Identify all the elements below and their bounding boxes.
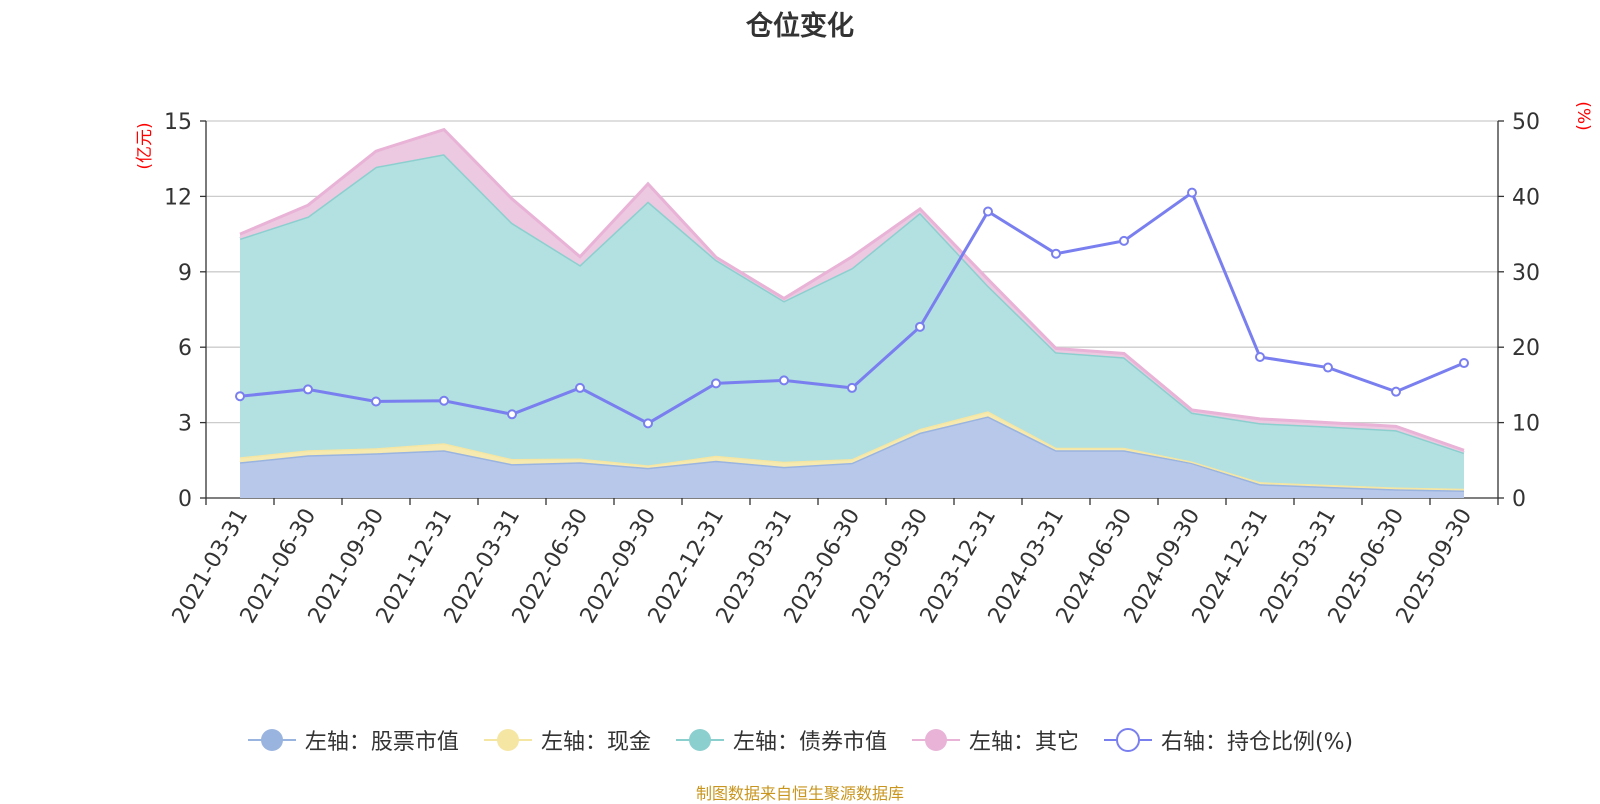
- legend-label: 左轴：债券市值: [732, 730, 887, 755]
- area-series-3: [240, 154, 1464, 489]
- legend-label: 左轴：现金: [540, 730, 651, 755]
- legend-label: 左轴：股票市值: [304, 730, 459, 755]
- ratio-point: [507, 409, 517, 420]
- left-axis-tick-label: 0: [178, 487, 192, 512]
- ratio-point: [1187, 187, 1197, 198]
- right-axis-tick-label: 30: [1512, 261, 1540, 286]
- ratio-point: [303, 384, 313, 395]
- left-axis-tick-label: 6: [178, 336, 192, 361]
- left-axis-tick-label: 12: [164, 185, 192, 210]
- ratio-point: [1391, 386, 1401, 397]
- legend-label: 左轴：其它: [968, 730, 1079, 755]
- ratio-point: [575, 382, 585, 393]
- ratio-point: [711, 378, 721, 389]
- ratio-point: [439, 395, 449, 406]
- legend-marker-icon: [247, 729, 296, 751]
- ratio-point: [643, 418, 653, 429]
- ratio-point: [847, 382, 857, 393]
- chart-legend: 左轴：股票市值 左轴：现金 左轴：债券市值 左轴：其它 右轴：持仓比例(%): [0, 720, 1600, 760]
- legend-marker-icon: [483, 729, 532, 751]
- right-axis-tick-label: 10: [1512, 412, 1540, 437]
- legend-marker-icon: [911, 729, 960, 751]
- ratio-point: [371, 396, 381, 407]
- legend-marker-icon: [675, 729, 724, 751]
- ratio-point: [915, 321, 925, 332]
- right-axis-tick-label: 0: [1512, 487, 1526, 512]
- chart-title: 仓位变化: [746, 11, 854, 42]
- legend-marker-icon: [1103, 728, 1152, 752]
- right-axis-tick-label: 50: [1512, 110, 1540, 135]
- source-note: 制图数据来自恒生聚源数据库: [695, 784, 904, 803]
- ratio-point: [235, 391, 245, 402]
- ratio-point: [1051, 248, 1061, 259]
- area-series-4-edge: [239, 127, 1465, 452]
- chart-area: 0369121501020304050(亿元)(%)2021-03-312021…: [135, 101, 1593, 627]
- ratio-point: [1119, 235, 1129, 246]
- legend-item[interactable]: 左轴：其它: [911, 724, 1079, 756]
- ratio-point: [1323, 362, 1333, 373]
- left-axis-tick-label: 3: [178, 412, 192, 437]
- left-axis-tick-label: 15: [164, 110, 192, 135]
- right-axis-tick-label: 20: [1512, 336, 1540, 361]
- ratio-point: [1255, 352, 1265, 363]
- legend-item[interactable]: 右轴：持仓比例(%): [1103, 724, 1353, 756]
- legend-label: 右轴：持仓比例(%): [1160, 730, 1354, 755]
- legend-item[interactable]: 左轴：股票市值: [247, 724, 459, 756]
- legend-item[interactable]: 左轴：现金: [483, 724, 651, 756]
- right-axis-unit: (%): [1573, 101, 1593, 130]
- legend-item[interactable]: 左轴：债券市值: [675, 724, 887, 756]
- ratio-point: [1459, 358, 1469, 369]
- left-axis-tick-label: 9: [178, 261, 192, 286]
- ratio-point: [983, 206, 993, 217]
- ratio-point: [779, 375, 789, 386]
- area-series-1: [240, 416, 1464, 498]
- left-axis-unit: (亿元): [135, 122, 155, 169]
- right-axis-tick-label: 40: [1512, 185, 1540, 210]
